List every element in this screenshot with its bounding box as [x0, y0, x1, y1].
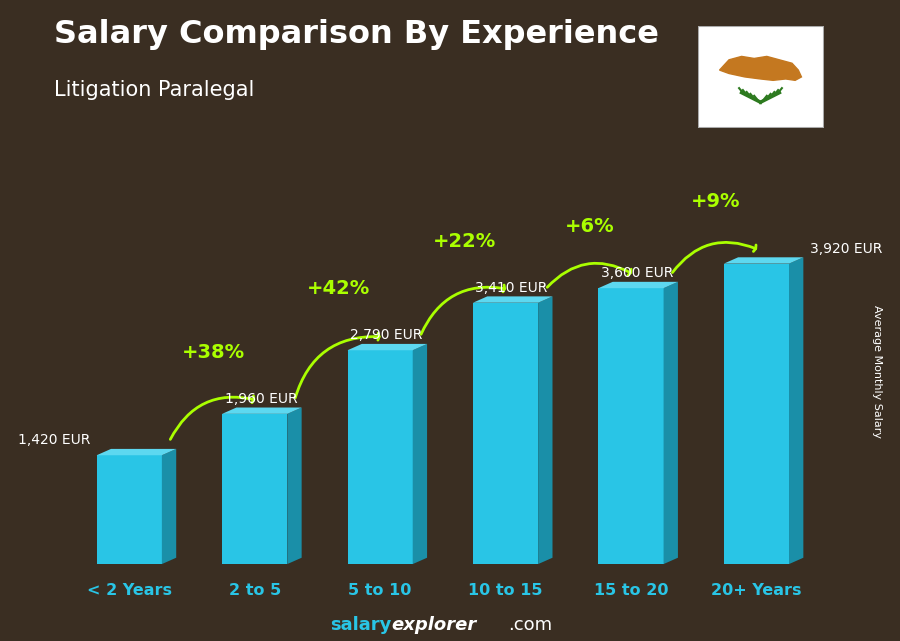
Polygon shape	[789, 257, 804, 564]
Polygon shape	[287, 408, 302, 564]
Text: +9%: +9%	[690, 192, 740, 212]
Text: +22%: +22%	[433, 231, 496, 251]
Polygon shape	[222, 408, 302, 414]
Text: +6%: +6%	[565, 217, 615, 236]
Polygon shape	[598, 282, 678, 288]
Polygon shape	[347, 344, 428, 350]
Polygon shape	[96, 449, 176, 455]
Text: 2,790 EUR: 2,790 EUR	[350, 328, 422, 342]
Text: 3,600 EUR: 3,600 EUR	[601, 266, 673, 280]
Text: explorer: explorer	[392, 616, 477, 634]
Polygon shape	[538, 296, 553, 564]
Text: Litigation Paralegal: Litigation Paralegal	[54, 80, 255, 100]
Polygon shape	[720, 56, 802, 80]
FancyBboxPatch shape	[347, 350, 413, 564]
FancyBboxPatch shape	[472, 303, 538, 564]
Text: 1,960 EUR: 1,960 EUR	[225, 392, 297, 406]
Text: 3,920 EUR: 3,920 EUR	[810, 242, 882, 256]
Polygon shape	[663, 282, 678, 564]
Text: .com: .com	[508, 616, 553, 634]
Text: salary: salary	[330, 616, 392, 634]
Text: +38%: +38%	[182, 343, 245, 362]
Text: Salary Comparison By Experience: Salary Comparison By Experience	[54, 19, 659, 50]
FancyBboxPatch shape	[724, 263, 789, 564]
Polygon shape	[162, 449, 176, 564]
FancyBboxPatch shape	[222, 414, 287, 564]
FancyBboxPatch shape	[598, 288, 663, 564]
Text: Average Monthly Salary: Average Monthly Salary	[872, 305, 883, 438]
Polygon shape	[724, 257, 804, 263]
FancyBboxPatch shape	[96, 455, 162, 564]
Polygon shape	[413, 344, 428, 564]
Text: 1,420 EUR: 1,420 EUR	[18, 433, 90, 447]
Text: 3,410 EUR: 3,410 EUR	[475, 281, 548, 295]
Text: +42%: +42%	[307, 279, 371, 298]
Polygon shape	[472, 296, 553, 303]
